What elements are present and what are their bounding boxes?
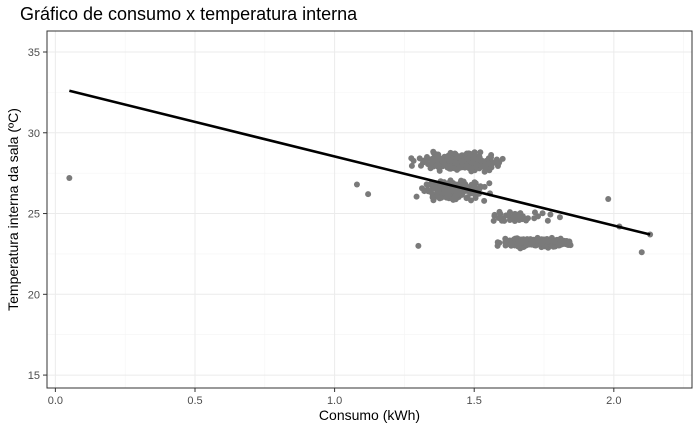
- chart-title: Gráfico de consumo x temperatura interna: [20, 4, 358, 24]
- data-point: [515, 211, 522, 218]
- data-point: [502, 235, 509, 242]
- y-tick-label: 25: [28, 209, 40, 221]
- data-point: [430, 197, 437, 204]
- data-point: [515, 215, 522, 222]
- y-tick-label: 30: [28, 128, 40, 140]
- plot-panel-border: [46, 30, 693, 389]
- data-point: [469, 159, 476, 166]
- data-point: [556, 214, 563, 221]
- data-point: [529, 239, 536, 246]
- data-point: [490, 217, 497, 224]
- trend-line: [69, 89, 651, 236]
- data-point-outlier: [66, 175, 73, 181]
- x-axis: 0.0 0.5 1.0 1.5 2.0: [48, 388, 621, 407]
- data-point-outlier: [353, 181, 360, 188]
- data-point: [495, 214, 502, 221]
- y-tick-label: 15: [28, 370, 40, 382]
- x-tick-label: 0.0: [48, 395, 63, 407]
- data-point: [566, 239, 573, 246]
- y-tick-label: 20: [28, 289, 40, 301]
- data-point: [427, 187, 434, 194]
- x-tick-label: 1.5: [467, 395, 482, 407]
- data-point: [496, 208, 503, 215]
- data-point: [423, 153, 430, 160]
- data-point-outlier: [415, 242, 422, 249]
- data-point: [544, 238, 551, 245]
- data-point: [524, 215, 531, 222]
- x-tick-label: 2.0: [606, 395, 621, 407]
- data-point: [465, 164, 472, 171]
- data-point: [539, 210, 546, 217]
- y-tick-label: 35: [28, 47, 40, 59]
- data-point: [425, 181, 432, 188]
- data-point: [488, 151, 495, 158]
- data-point: [547, 211, 554, 218]
- data-points: [66, 148, 654, 256]
- data-point: [518, 237, 525, 244]
- data-point: [551, 238, 558, 245]
- data-point: [428, 163, 435, 170]
- data-point: [436, 184, 443, 191]
- data-point: [500, 215, 507, 222]
- data-point: [471, 183, 478, 190]
- data-point: [493, 156, 500, 163]
- data-point: [429, 158, 436, 165]
- data-point: [512, 235, 519, 242]
- data-point: [561, 239, 568, 246]
- data-point: [452, 192, 459, 199]
- data-point: [494, 242, 501, 249]
- x-tick-label: 1.0: [327, 395, 342, 407]
- trend-line-layer: [69, 89, 651, 236]
- y-axis: 15 20 25 30 35: [28, 47, 47, 382]
- data-point: [435, 162, 442, 169]
- data-point: [531, 215, 538, 222]
- data-point: [488, 164, 495, 171]
- data-point: [437, 194, 444, 201]
- data-point: [447, 157, 454, 164]
- y-axis-title: Temperatura interna da sala (ºC): [5, 108, 21, 311]
- grid: [47, 31, 692, 388]
- data-point: [486, 180, 493, 187]
- data-point: [458, 158, 465, 165]
- data-point-outlier: [638, 249, 645, 256]
- data-point: [431, 184, 438, 191]
- data-point-outlier: [365, 191, 372, 198]
- data-point: [439, 158, 446, 165]
- data-point: [481, 197, 488, 204]
- data-point: [463, 195, 470, 202]
- data-point: [456, 164, 463, 171]
- data-point: [515, 242, 522, 249]
- data-point: [410, 157, 417, 164]
- data-point: [436, 167, 443, 174]
- data-point: [445, 192, 452, 199]
- data-point: [408, 162, 415, 169]
- x-tick-label: 0.5: [187, 395, 202, 407]
- data-point: [450, 187, 457, 194]
- data-point: [505, 212, 512, 219]
- data-point: [464, 155, 471, 162]
- data-point: [475, 155, 482, 162]
- data-point: [454, 154, 461, 161]
- data-point: [416, 155, 423, 162]
- data-point: [413, 193, 420, 200]
- data-point: [534, 234, 541, 241]
- data-point: [544, 217, 551, 224]
- x-axis-title: Consumo (kWh): [319, 407, 420, 423]
- data-point: [430, 148, 437, 155]
- data-point: [472, 194, 479, 201]
- data-point-outlier: [605, 196, 612, 202]
- data-point: [420, 159, 427, 166]
- data-point: [491, 211, 498, 218]
- data-point: [507, 241, 514, 248]
- data-point: [419, 185, 426, 192]
